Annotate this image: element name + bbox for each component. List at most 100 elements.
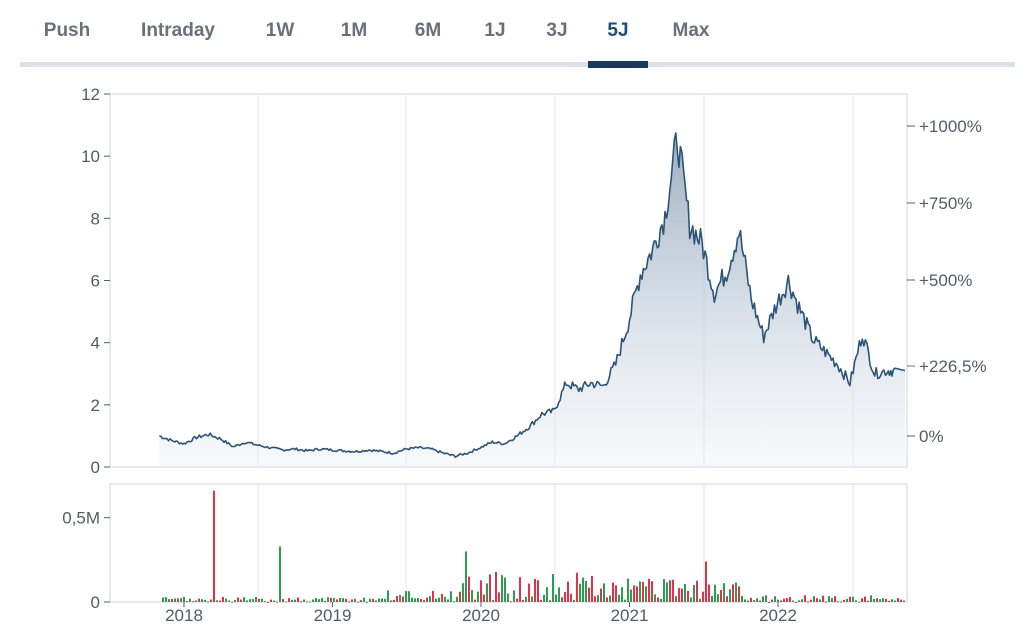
volume-bar xyxy=(897,598,899,602)
tab-5j[interactable]: 5J xyxy=(607,20,629,41)
volume-bar xyxy=(318,599,320,602)
volume-bar xyxy=(663,579,665,602)
volume-bar xyxy=(729,589,731,602)
volume-bar xyxy=(471,590,473,602)
volume-bar xyxy=(726,596,728,602)
volume-bar xyxy=(738,586,740,602)
tab-max[interactable]: Max xyxy=(672,20,710,41)
volume-bar xyxy=(693,585,695,602)
volume-bar xyxy=(387,590,389,602)
y-tick-label: 2 xyxy=(91,396,100,415)
volume-bar xyxy=(789,597,791,602)
tab-intraday[interactable]: Intraday xyxy=(141,20,215,41)
y-tick-label: 0 xyxy=(91,458,100,477)
volume-bar xyxy=(759,600,761,602)
volume-bar xyxy=(624,599,626,602)
volume-bar xyxy=(807,601,809,603)
volume-bar xyxy=(810,599,812,602)
volume-bar xyxy=(573,599,575,602)
volume-bar xyxy=(783,598,785,602)
volume-bar xyxy=(357,601,359,603)
volume-bar xyxy=(249,599,251,602)
volume-bar xyxy=(864,596,866,602)
volume-bar xyxy=(555,594,557,602)
volume-bar xyxy=(261,598,263,602)
volume-bar xyxy=(741,595,743,602)
volume-bar xyxy=(579,583,581,602)
volume-panel-frame xyxy=(109,483,908,603)
y-right-tick-label: +750% xyxy=(919,194,972,213)
volume-bar xyxy=(636,586,638,602)
volume-bar xyxy=(183,596,185,602)
volume-bar xyxy=(243,597,245,602)
price-area-layer xyxy=(159,132,906,467)
volume-bar xyxy=(294,599,296,602)
volume-tick-label: 0 xyxy=(91,593,100,612)
volume-bar xyxy=(420,599,422,602)
volume-bar xyxy=(651,581,653,602)
volume-bar xyxy=(552,573,554,602)
volume-bar xyxy=(630,589,632,602)
volume-bar xyxy=(240,599,242,602)
volume-bar xyxy=(519,577,521,602)
tab-1m[interactable]: 1M xyxy=(340,20,368,41)
price-area-fill xyxy=(159,132,906,467)
volume-bar xyxy=(381,598,383,602)
volume-bar xyxy=(627,578,629,602)
volume-bar xyxy=(858,601,860,603)
volume-bar xyxy=(342,598,344,602)
volume-bar xyxy=(402,596,404,602)
y-tick-label: 12 xyxy=(81,85,100,104)
volume-bar xyxy=(408,591,410,602)
volume-bar xyxy=(825,601,827,603)
volume-bar xyxy=(747,600,749,602)
volume-bar xyxy=(525,597,527,602)
volume-bar xyxy=(675,596,677,602)
volume-bar xyxy=(879,599,881,602)
volume-bar xyxy=(285,601,287,603)
volume-bar xyxy=(594,596,596,602)
tab-push[interactable]: Push xyxy=(43,20,91,41)
volume-bar xyxy=(732,584,734,602)
volume-bar xyxy=(531,596,533,602)
tab-6m[interactable]: 6M xyxy=(414,20,442,41)
volume-bar xyxy=(303,599,305,602)
volume-bar xyxy=(474,599,476,602)
volume-bar xyxy=(282,599,284,602)
volume-bar xyxy=(717,594,719,602)
volume-bar xyxy=(375,600,377,602)
y-tick-label: 10 xyxy=(81,147,100,166)
volume-bar xyxy=(681,588,683,602)
volume-bar xyxy=(867,600,869,602)
volume-bar xyxy=(255,597,257,602)
tab-1w[interactable]: 1W xyxy=(265,20,295,41)
volume-bar xyxy=(855,600,857,602)
volume-bar xyxy=(399,595,401,602)
volume-bar xyxy=(279,546,281,602)
volume-bar xyxy=(165,597,167,602)
volume-bar xyxy=(345,598,347,602)
volume-bar xyxy=(162,597,164,602)
volume-bar xyxy=(603,583,605,602)
volume-bar xyxy=(849,596,851,602)
volume-bar xyxy=(219,600,221,602)
volume-bar xyxy=(564,592,566,602)
volume-bar xyxy=(822,595,824,602)
volume-bar xyxy=(840,601,842,603)
y-tick-label: 4 xyxy=(91,334,100,353)
volume-bar xyxy=(762,596,764,602)
volume-bar xyxy=(642,581,644,602)
tab-3j[interactable]: 3J xyxy=(546,20,568,41)
volume-bar xyxy=(459,591,461,602)
volume-bar xyxy=(324,600,326,602)
volume-bar xyxy=(513,590,515,602)
volume-bar xyxy=(246,600,248,602)
tab-1j[interactable]: 1J xyxy=(484,20,506,41)
volume-bar xyxy=(270,599,272,602)
volume-bar xyxy=(426,597,428,602)
x-tick-label: 2019 xyxy=(314,606,352,625)
volume-bar xyxy=(591,575,593,602)
volume-bar xyxy=(498,592,500,602)
volume-bar xyxy=(351,599,353,602)
